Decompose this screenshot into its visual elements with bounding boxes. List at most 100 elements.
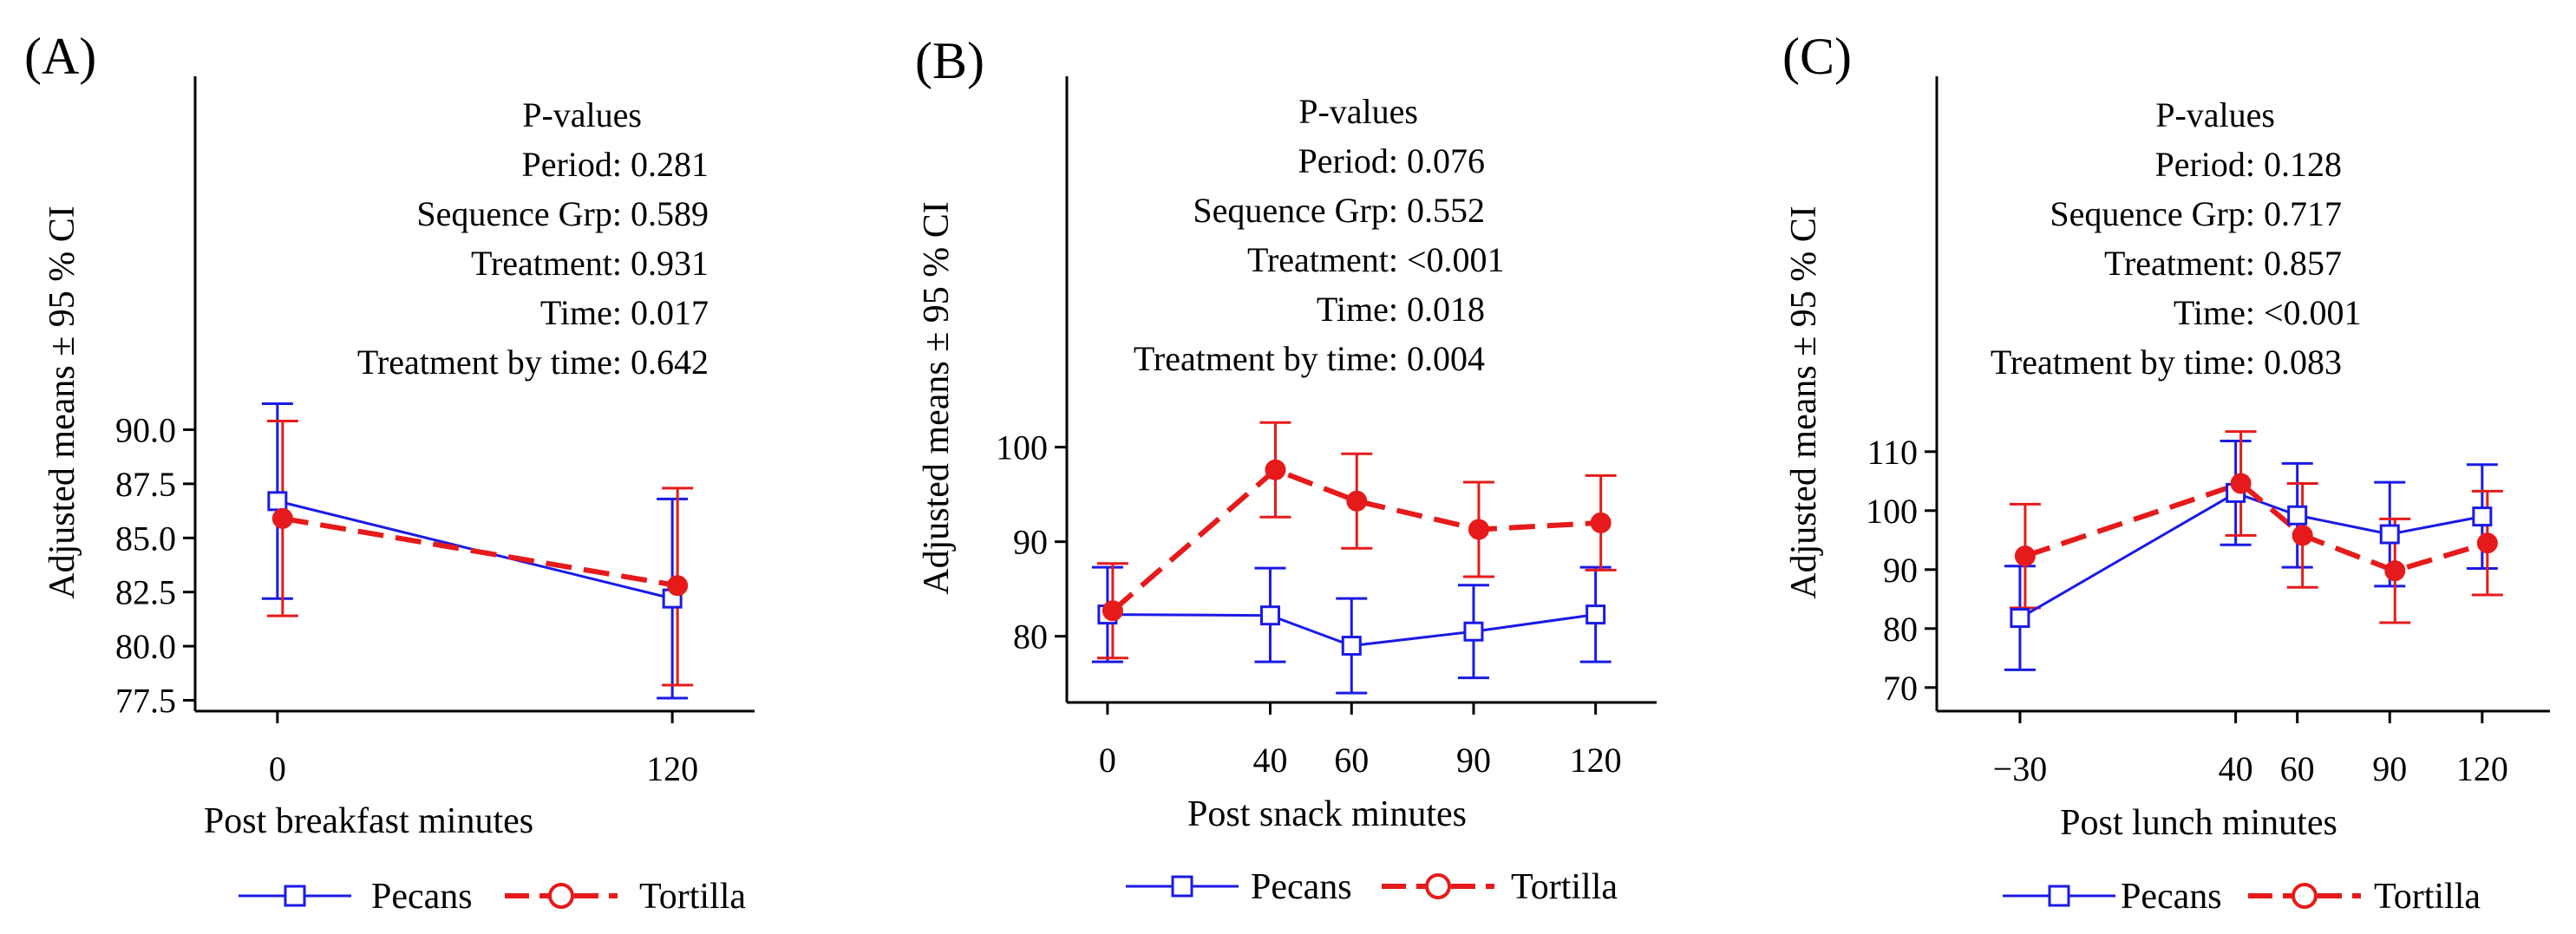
y-axis-title: Adjusted means ± 95 % CI [1784,206,1824,599]
x-tick-label: −30 [1993,749,2048,788]
y-tick-label: 77.5 [115,682,176,721]
p-value-label: Treatment: [471,244,622,283]
legend: Pecans Tortilla [2003,877,2481,917]
data-point-pecans [1585,604,1606,625]
p-value-label: Treatment by time: [1134,339,1398,378]
p-value: 0.004 [1407,339,1485,378]
p-value: <0.001 [2264,293,2362,332]
y-tick-label: 80 [1883,610,1918,649]
p-value: 0.128 [2264,145,2342,184]
y-tick-label: 90.0 [115,410,176,449]
legend: Pecans Tortilla [239,877,746,917]
p-value: 0.017 [631,293,709,332]
x-tick-label: 60 [1334,741,1369,780]
data-point-tortilla [1265,459,1286,480]
data-point-pecans [1259,605,1280,626]
p-value: <0.001 [1407,240,1505,279]
p-value: 0.857 [2264,244,2342,283]
p-value-label: Time: [1317,290,1398,329]
y-tick-label: 87.5 [115,465,176,504]
series-line-pecans [2019,491,2483,619]
y-tick-label: 90 [1883,551,1918,590]
p-value-label: Period: [521,145,622,184]
x-tick-label: 0 [1099,741,1116,780]
data-point-tortilla [2014,545,2036,567]
y-tick-label: 82.5 [115,573,176,612]
x-axis-title: Post snack minutes [1187,794,1467,834]
panel-label: (A) [24,28,96,85]
legend-label: Pecans [2121,877,2222,917]
legend-marker-square [1171,875,1193,898]
series-line-tortilla [2024,480,2488,574]
legend-label: Tortilla [639,877,746,917]
x-tick-label: 0 [269,749,286,788]
x-tick-label: 90 [2372,749,2407,788]
x-tick-label: 120 [2456,749,2508,788]
p-value: 0.931 [631,244,709,283]
y-tick-label: 100 [1866,492,1918,531]
p-value: 0.552 [1407,191,1485,230]
y-tick-label: 85.0 [115,519,176,558]
panel-label: (C) [1782,28,1852,85]
panel-b: (B) 100 90 80 0 40 60 90 120 Post snack minutes Ad… [915,32,1657,907]
y-tick-label: 80.0 [115,627,176,666]
x-tick-label: 60 [2280,749,2315,788]
data-point-tortilla [271,507,293,529]
p-value-label: Sequence Grp: [2050,194,2255,233]
p-value-label: Treatment by time: [1991,343,2255,382]
data-point-pecans [1463,621,1484,642]
data-point-tortilla [1346,490,1368,512]
data-point-pecans [267,491,288,512]
p-value-label: Period: [2154,145,2255,184]
data-point-tortilla [1468,519,1489,540]
data-point-tortilla [2292,525,2313,546]
legend-label: Pecans [1251,867,1352,907]
p-value: 0.083 [2264,343,2342,382]
p-value: 0.642 [631,343,709,382]
y-axis-title: Adjusted means ± 95 % CI [42,206,82,599]
legend-label: Tortilla [2374,877,2481,917]
legend-marker-square [2048,885,2070,907]
panel-c: (C) 110 100 90 80 70 −30 40 60 90 120 Post lunch mi… [1782,28,2550,917]
data-point-tortilla [1590,512,1612,533]
data-point-pecans [2010,608,2030,629]
y-tick-label: 80 [1013,617,1048,656]
p-value-label: Time: [2174,293,2255,332]
p-value: 0.018 [1407,290,1485,329]
panel-a: (A) 90.0 87.5 85.0 82.5 80.0 77.5 0 120 Post brea… [24,28,755,917]
panel-label: (B) [915,32,984,89]
y-tick-label: 70 [1883,669,1918,708]
data-point-tortilla [1102,600,1123,622]
data-point-tortilla [2384,560,2406,582]
legend: Pecans Tortilla [1126,867,1618,907]
legend-label: Tortilla [1511,867,1618,907]
data-point-tortilla [2476,532,2498,554]
y-tick-label: 110 [1867,433,1918,472]
p-value-label: Sequence Grp: [1193,191,1398,230]
legend-marker-circle [548,883,574,909]
p-value: 0.589 [631,194,709,233]
x-tick-label: 120 [646,749,698,788]
p-value: 0.076 [1407,141,1485,180]
p-value-label: Treatment: [1247,240,1398,279]
x-axis-title: Post lunch minutes [2060,803,2337,843]
data-point-pecans [2472,506,2493,527]
p-value-label: Time: [540,293,622,332]
legend-marker-circle [2292,883,2318,909]
p-values-title: P-values [1298,92,1418,131]
y-tick-label: 100 [996,428,1048,467]
x-tick-label: 40 [2219,749,2253,788]
p-value: 0.281 [631,145,709,184]
legend-marker-circle [1425,873,1451,899]
x-tick-label: 90 [1456,741,1491,780]
data-point-pecans [2287,505,2308,526]
data-point-tortilla [2230,473,2252,494]
data-point-pecans [1341,636,1362,656]
p-value-label: Period: [1298,141,1398,180]
p-values-title: P-values [2155,95,2275,134]
p-value: 0.717 [2264,194,2342,233]
p-value-label: Sequence Grp: [416,194,622,233]
